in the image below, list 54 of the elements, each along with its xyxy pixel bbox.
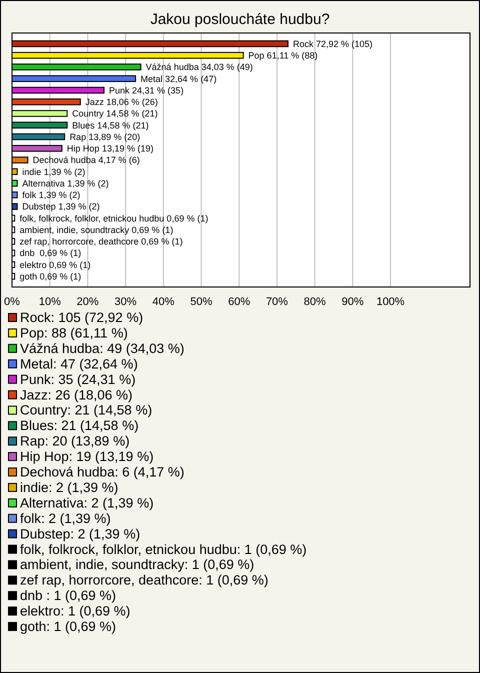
data-label: dnb 0,69 % (1) xyxy=(20,248,82,258)
text: Metal: 47 (32,64 %) xyxy=(20,356,138,372)
text: Vážná hudba: 49 (34,03 %) xyxy=(20,340,184,356)
text: indie: 2 (1,39 %) xyxy=(20,480,118,495)
text: Hip Hop: 19 (13,19 %) xyxy=(20,449,154,464)
data-label: Country 14,58 % (21) xyxy=(72,108,158,119)
text: Dubstep: 2 (1,39 %) xyxy=(20,526,140,542)
data-label: Pop 61,11 % (88) xyxy=(248,50,318,60)
data-label: Jazz 18,06 % (26) xyxy=(85,97,158,108)
text: goth: 1 (0,69 %) xyxy=(20,619,116,634)
x-tick-label: 80% xyxy=(304,296,326,308)
text: folk: 2 (1,39 %) xyxy=(20,510,111,526)
data-label: Hip Hop 13,19 % (19) xyxy=(66,144,154,154)
data-label: indie 1,39 % (2) xyxy=(22,166,86,177)
x-tick-label: 60% xyxy=(228,296,250,308)
text: Rock: 105 (72,92 %) xyxy=(20,310,144,325)
data-label: Vážná hudba 34,03 % (49) xyxy=(146,62,253,72)
data-label: Metal 32,64 % (47) xyxy=(140,74,217,84)
chart-title: Jakou posloucháte hudbu? xyxy=(150,11,330,28)
text: Rap: 20 (13,89 %) xyxy=(20,434,130,449)
x-tick-label: 90% xyxy=(342,296,364,308)
text: Blues: 21 (14,58 %) xyxy=(20,418,139,434)
data-label: ambient, indie, soundtracky 0,69 % (1) xyxy=(20,224,174,235)
data-label: Alternativa 1,39 % (2) xyxy=(22,178,109,188)
x-tick-label: 100% xyxy=(376,296,405,308)
text: ambient, indie, soundtracky: 1 (0,69 %) xyxy=(20,557,254,572)
text: Alternativa: 2 (1,39 %) xyxy=(20,495,154,510)
text: dnb : 1 (0,69 %) xyxy=(20,588,116,604)
text: zef rap, horrorcore, deathcore: 1 (0,69 %) xyxy=(20,572,268,588)
text: elektro: 1 (0,69 %) xyxy=(20,604,130,619)
data-label: Dechová hudba 4,17 % (6) xyxy=(32,155,140,166)
data-label: zef rap, horrorcore, deathcore 0,69 % (1) xyxy=(20,236,183,247)
data-label: Rap 13,89 % (20) xyxy=(70,132,140,142)
text: folk, folkrock, folklor, etnickou hudbu: 1 (0,69 %) xyxy=(20,542,307,557)
x-tick-label: 10% xyxy=(38,296,62,308)
text: Jazz: 26 (18,06 %) xyxy=(20,387,133,402)
text: Country: 21 (14,58 %) xyxy=(20,402,152,418)
x-tick-label: 50% xyxy=(190,296,212,308)
data-label: folk, folkrock, folklor, etnickou hudbu 0,69 % (1) xyxy=(20,213,208,224)
x-tick-label: 0% xyxy=(4,296,20,308)
x-tick-label: 40% xyxy=(152,296,175,308)
x-tick-label: 30% xyxy=(114,296,137,308)
data-label: goth 0,69 % (1) xyxy=(20,271,82,282)
text: Pop: 88 (61,11 %) xyxy=(20,325,128,340)
data-label: Blues 14,58 % (21) xyxy=(72,120,149,130)
data-label: elektro 0,69 % (1) xyxy=(20,260,91,270)
text: Dechová hudba: 6 (4,17 %) xyxy=(20,464,184,480)
x-tick-label: 70% xyxy=(266,296,288,308)
data-label: Punk 24,31 % (35) xyxy=(109,85,184,96)
x-tick-label: 20% xyxy=(76,296,99,308)
data-label: folk 1,39 % (2) xyxy=(22,190,80,200)
data-label: Rock 72,92 % (105) xyxy=(293,38,373,49)
data-label: Dubstep 1,39 % (2) xyxy=(22,202,100,212)
text: Punk: 35 (24,31 %) xyxy=(20,372,136,387)
